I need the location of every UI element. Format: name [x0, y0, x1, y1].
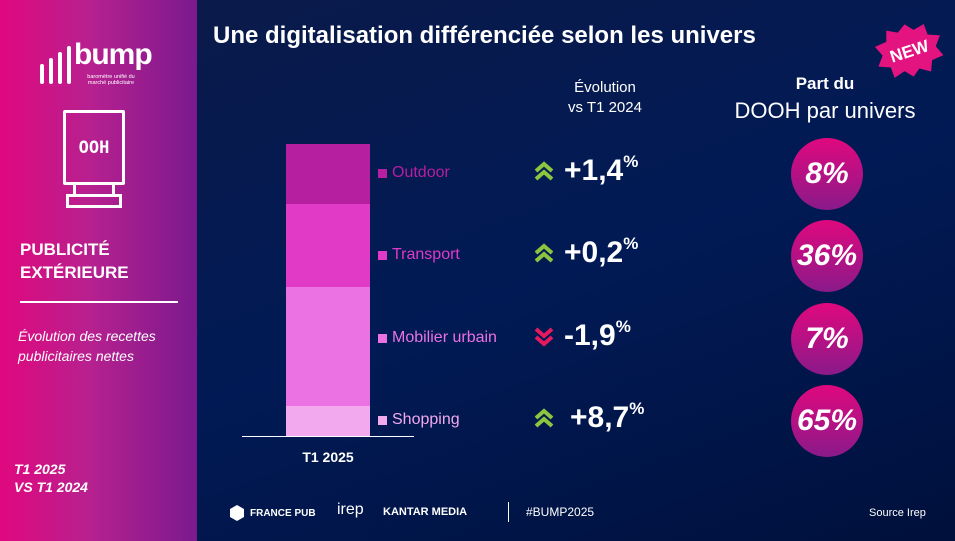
percent-sign: %: [629, 399, 645, 418]
legend-swatch: [378, 333, 387, 343]
evolution-text: +8,7: [570, 401, 630, 434]
percent-sign: %: [623, 234, 639, 253]
hashtag: #BUMP2025: [526, 505, 595, 519]
evolution-text: -1,9: [564, 319, 616, 352]
evolution-header-line: Évolution: [574, 79, 636, 96]
legend-swatch: [378, 415, 387, 425]
source-note: Source Irep: [869, 507, 926, 519]
sidebar: bump baromètre unifié du marché publicit…: [0, 0, 197, 541]
bar-segment-outdoor: [286, 144, 370, 204]
legend-label: Outdoor: [392, 164, 450, 181]
evolution-number: -1,9%: [564, 317, 631, 353]
evolution-number: +8,7%: [570, 399, 645, 435]
bump-logo-icon: [40, 46, 71, 84]
billboard-icon: OOH: [63, 110, 125, 185]
legend-swatch: [378, 168, 387, 178]
legend-label: Mobilier urbain: [392, 329, 497, 346]
evolution-number: +1,4%: [564, 152, 639, 188]
legend-item: Mobilier urbain: [378, 329, 497, 347]
bump-logo: bump: [74, 38, 153, 71]
evolution-value: +0,2%: [532, 234, 639, 270]
double-chevron-down-icon: [534, 327, 554, 347]
share-header-line1: Part du: [795, 74, 855, 93]
period-label: T1 2025 VS T1 2024: [14, 460, 88, 496]
evolution-value: -1,9%: [532, 317, 631, 353]
sidebar-subtitle: Évolution des recettes publicitaires net…: [18, 328, 156, 364]
share-header-line2: DOOH par univers: [734, 98, 916, 123]
heading-line: PUBLICITÉ: [20, 240, 110, 259]
france-pub-logo: FRANCE PUB: [230, 505, 316, 521]
kantar-media-logo: KANTAR MEDIA: [383, 506, 468, 518]
evolution-number: +0,2%: [564, 234, 639, 270]
x-axis: [242, 436, 414, 437]
evolution-header: Évolution vs T1 2024: [545, 78, 665, 118]
evolution-value: +8,7%: [532, 399, 645, 435]
bump-logo-subtitle: baromètre unifié du marché publicitaire: [87, 74, 135, 86]
legend-item: Outdoor: [378, 164, 450, 182]
evolution-header-line: vs T1 2024: [568, 99, 642, 116]
double-chevron-up-icon: [534, 408, 554, 428]
double-chevron-up-icon: [534, 243, 554, 263]
period-line: T1 2025: [14, 461, 66, 477]
france-pub-icon: [230, 505, 244, 521]
percent-sign: %: [615, 317, 631, 336]
billboard-leg: [73, 185, 115, 194]
partner-name: FRANCE PUB: [250, 507, 316, 519]
dooh-share-circle: 7%: [791, 303, 863, 375]
footer-divider: [508, 502, 509, 522]
dooh-share-circle: 36%: [791, 220, 863, 292]
legend-label: Shopping: [392, 411, 460, 428]
bar-segment-shopping: [286, 405, 370, 436]
dooh-share-circle: 65%: [791, 385, 863, 457]
percent-sign: %: [623, 152, 639, 171]
period-line: VS T1 2024: [14, 479, 88, 495]
legend-item: Transport: [378, 246, 460, 264]
bar-segment-mobilier-urbain: [286, 286, 370, 406]
ooh-label: OOH: [78, 137, 110, 158]
legend-swatch: [378, 250, 387, 260]
legend-label: Transport: [392, 246, 460, 263]
evolution-value: +1,4%: [532, 152, 639, 188]
evolution-text: +0,2: [564, 236, 624, 269]
heading-line: EXTÉRIEURE: [20, 263, 129, 282]
double-chevron-up-icon: [534, 161, 554, 181]
irep-logo: irep: [337, 501, 364, 518]
evolution-text: +1,4: [564, 154, 624, 187]
divider: [20, 301, 178, 303]
section-heading: PUBLICITÉ EXTÉRIEURE: [20, 238, 129, 284]
billboard-base: [66, 194, 122, 208]
new-badge: NEW: [874, 24, 944, 78]
x-tick-label: T1 2025: [302, 449, 354, 465]
dooh-share-circle: 8%: [791, 138, 863, 210]
page-title: Une digitalisation différenciée selon le…: [213, 22, 756, 49]
legend-item: Shopping: [378, 411, 460, 429]
bar-segment-transport: [286, 203, 370, 287]
